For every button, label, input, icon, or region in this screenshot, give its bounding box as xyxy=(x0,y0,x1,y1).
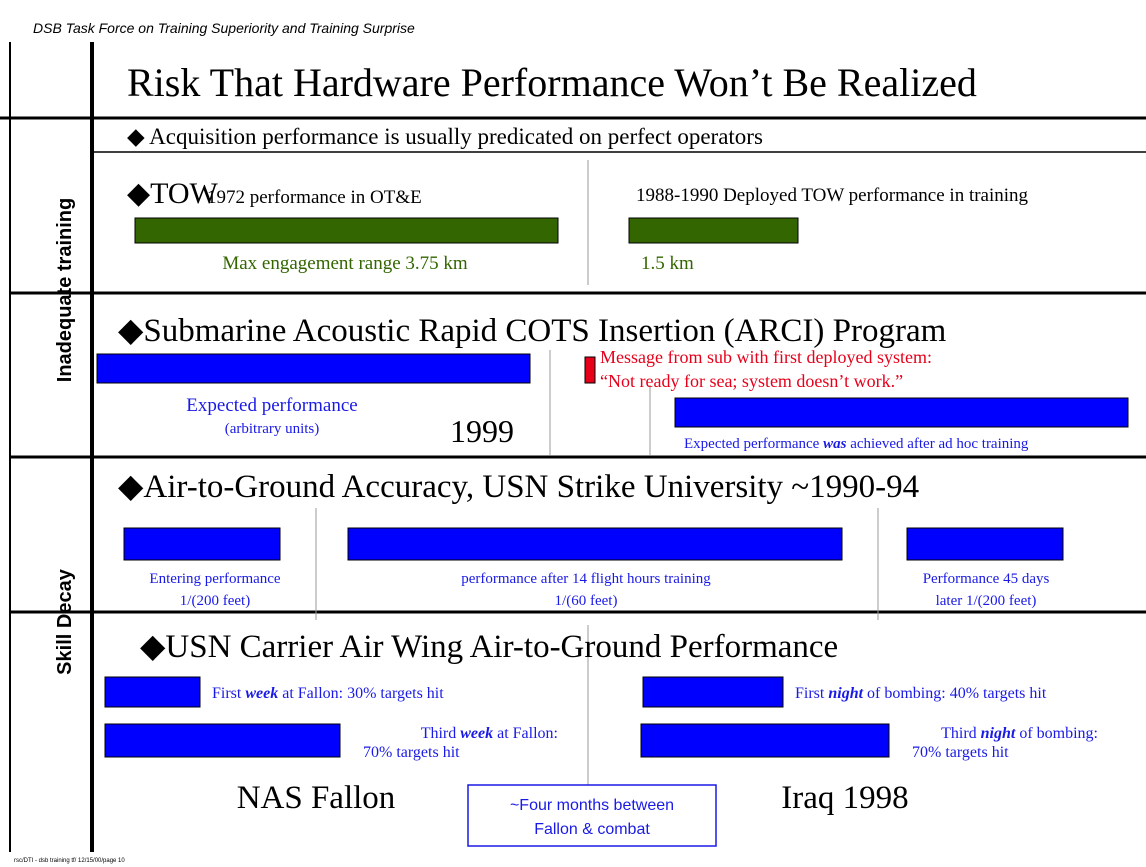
bar-label: Performance 45 days xyxy=(923,571,1050,587)
emphasis: night xyxy=(828,685,863,702)
bar xyxy=(584,356,596,384)
bullet: ◆ Acquisition performance is usually pre… xyxy=(127,124,763,149)
emphasis: was xyxy=(823,436,847,452)
side-label: Inadequate training xyxy=(54,198,76,382)
note-box xyxy=(467,784,717,847)
section-heading: ◆Air-to-Ground Accuracy, USN Strike Univ… xyxy=(118,469,919,505)
bar-label: First night of bombing: 40% targets hit xyxy=(795,685,1047,702)
text: of bombing: xyxy=(1015,725,1098,742)
bar xyxy=(134,217,559,244)
emphasis: week xyxy=(245,685,278,702)
header: DSB Task Force on Training Superiority a… xyxy=(33,20,415,36)
text: Third xyxy=(941,725,981,742)
bar-label: (arbitrary units) xyxy=(225,421,320,437)
bar-label: Third week at Fallon: xyxy=(421,725,558,742)
section-heading: ◆Submarine Acoustic Rapid COTS Insertion… xyxy=(118,313,947,349)
place: Iraq 1998 xyxy=(781,780,908,816)
note: Fallon & combat xyxy=(534,821,650,838)
dividers xyxy=(315,160,879,785)
section-heading: ◆USN Carrier Air Wing Air-to-Ground Perf… xyxy=(140,629,838,665)
bar xyxy=(628,217,799,244)
side-label: Skill Decay xyxy=(54,568,76,675)
bar-label: 70% targets hit xyxy=(912,744,1009,761)
bar xyxy=(640,723,890,758)
text: at Fallon: 30% targets hit xyxy=(278,685,444,702)
bar-label: 1.5 km xyxy=(641,253,694,274)
caption: 1988-1990 Deployed TOW performance in tr… xyxy=(636,185,1029,206)
text: First xyxy=(795,685,828,702)
bar-label: Expected performance was achieved after … xyxy=(684,436,1029,452)
bar-label: later 1/(200 feet) xyxy=(936,593,1037,609)
caption: 1972 performance in OT&E xyxy=(207,187,422,208)
text: Expected performance xyxy=(684,436,823,452)
bar xyxy=(906,527,1064,561)
note: ~Four months between xyxy=(510,797,674,814)
place: NAS Fallon xyxy=(237,780,396,816)
bar-label: Entering performance xyxy=(149,571,281,587)
bar-label: First week at Fallon: 30% targets hit xyxy=(212,685,444,702)
year: 1999 xyxy=(450,413,514,449)
text: First xyxy=(212,685,245,702)
message: Message from sub with first deployed sys… xyxy=(600,347,932,367)
bar-label: 70% targets hit xyxy=(363,744,460,761)
title: Risk That Hardware Performance Won’t Be … xyxy=(127,60,977,105)
bar xyxy=(104,676,201,708)
bar xyxy=(96,353,531,384)
bar xyxy=(104,723,341,758)
frame xyxy=(0,42,1146,852)
footer: rsc/DTI - dsb training tf/ 12/15/00/page… xyxy=(14,858,125,864)
bar-label: 1/(200 feet) xyxy=(180,593,250,609)
bar-label: Third night of bombing: xyxy=(941,725,1098,742)
section-heading: ◆TOW xyxy=(127,177,219,210)
bar-label: Expected performance xyxy=(186,395,357,416)
emphasis: week xyxy=(460,725,493,742)
bar-label: 1/(60 feet) xyxy=(555,593,618,609)
text: achieved after ad hoc training xyxy=(846,436,1028,452)
text: at Fallon: xyxy=(493,725,558,742)
text: Third xyxy=(421,725,461,742)
bar xyxy=(674,397,1129,428)
text: of bombing: 40% targets hit xyxy=(863,685,1047,702)
bar-label: performance after 14 flight hours traini… xyxy=(461,571,711,587)
bar xyxy=(642,676,784,708)
bar xyxy=(123,527,281,561)
bar xyxy=(347,527,843,561)
bar-label: Max engagement range 3.75 km xyxy=(222,253,468,274)
emphasis: night xyxy=(981,725,1016,742)
message: “Not ready for sea; system doesn’t work.… xyxy=(600,371,903,391)
